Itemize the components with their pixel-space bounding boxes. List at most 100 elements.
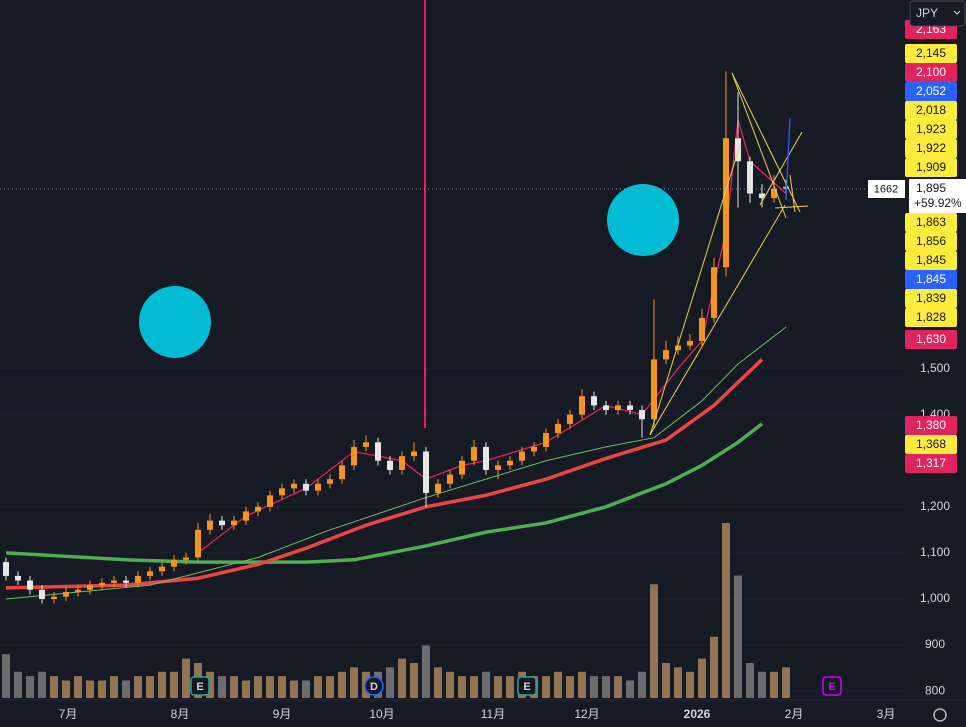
circle-drawing[interactable] <box>139 286 211 358</box>
volume-bar <box>422 645 430 698</box>
candle-body <box>123 580 129 583</box>
volume-bar <box>122 680 130 698</box>
candle-body <box>63 592 69 597</box>
trendline[interactable] <box>774 205 809 209</box>
candle-body <box>75 589 81 593</box>
candle-body <box>207 520 213 530</box>
volume-bar <box>62 680 70 698</box>
settings-icon[interactable] <box>933 708 947 722</box>
volume-bar <box>638 671 646 698</box>
price-badge-label: 2,018 <box>916 103 946 117</box>
volume-bar <box>650 584 658 698</box>
volume-bar <box>158 671 166 698</box>
volume-bar <box>494 676 502 698</box>
candle-body <box>591 396 597 406</box>
price-badge <box>905 251 957 270</box>
volume-bar <box>434 667 442 698</box>
x-tick-label: 8月 <box>171 707 190 721</box>
volume-bar <box>614 676 622 698</box>
volume-bar <box>86 680 94 698</box>
candle-body <box>327 479 333 484</box>
candle-body <box>51 596 57 599</box>
candle-body <box>675 345 681 351</box>
event-label: E <box>196 681 203 693</box>
volume-bar <box>782 667 790 698</box>
volume-bar <box>50 676 58 698</box>
candle-body <box>291 483 297 489</box>
trendline[interactable] <box>789 174 796 213</box>
trendline[interactable] <box>649 144 741 436</box>
x-tick-label: 12月 <box>574 707 599 721</box>
price-change: +59.92% <box>914 196 962 210</box>
candle-body <box>459 460 465 475</box>
price-badge-label: 1,317 <box>916 456 946 470</box>
candle-body <box>147 571 153 576</box>
volume-bar <box>470 676 478 698</box>
last-price: 1,895 <box>916 181 946 195</box>
volume-bar <box>302 680 310 698</box>
trendline[interactable] <box>785 117 791 201</box>
volume-bar <box>698 658 706 698</box>
volume-bar <box>290 680 298 698</box>
volume-bar <box>350 667 358 698</box>
circle-drawing[interactable] <box>607 184 679 256</box>
price-axis: 1,5001,4001,2001,1001,0009008002,1632,14… <box>905 20 966 697</box>
candle-body <box>231 520 237 526</box>
candle-body <box>495 465 501 470</box>
candle-body <box>435 483 441 493</box>
volume-bar <box>674 667 682 698</box>
candle-body <box>639 410 645 420</box>
y-tick-label: 800 <box>925 683 945 697</box>
volume-bar <box>230 676 238 698</box>
dropdown-icon[interactable] <box>953 10 961 15</box>
candle-body <box>735 138 741 162</box>
candle-body <box>447 474 453 484</box>
volume-bar <box>314 676 322 698</box>
event-label: E <box>828 681 835 693</box>
candle-body <box>87 585 93 590</box>
volume-bar <box>602 676 610 698</box>
volume-bar <box>398 658 406 698</box>
candle-body <box>519 451 525 461</box>
trendline[interactable] <box>731 72 787 219</box>
crosshair-label: 1662 <box>874 183 898 195</box>
moving-average <box>5 422 764 564</box>
currency[interactable]: JPY <box>916 6 938 20</box>
volume-bar <box>338 671 346 698</box>
volume-bar <box>242 680 250 698</box>
candle-body <box>219 520 225 526</box>
trendline[interactable] <box>759 131 803 206</box>
moving-average <box>5 326 787 600</box>
time-axis <box>0 700 966 727</box>
candle-body <box>543 433 549 447</box>
price-badge-label: 1,630 <box>916 332 946 346</box>
price-badge-label: 1,828 <box>916 310 946 324</box>
candle-body <box>711 267 717 318</box>
candles <box>3 71 789 604</box>
candle-body <box>267 495 273 507</box>
price-badge-label: 1,368 <box>916 437 946 451</box>
currency-button[interactable] <box>909 0 966 27</box>
candle-body <box>279 488 285 496</box>
candle-body <box>339 465 345 480</box>
volume-bar <box>506 676 514 698</box>
volume-bar <box>98 680 106 698</box>
volume-bar <box>542 676 550 698</box>
candle-body <box>3 562 9 576</box>
candle-body <box>771 188 777 199</box>
candle-body <box>171 559 177 567</box>
candle-body <box>603 405 609 411</box>
moving-average <box>5 358 764 590</box>
volume-bar <box>410 663 418 698</box>
candle-body <box>615 405 621 411</box>
price-badge-label: 1,839 <box>916 291 946 305</box>
x-tick-label: 7月 <box>59 707 78 721</box>
price-badge <box>905 44 957 63</box>
price-badge <box>905 330 957 349</box>
volume-bar <box>14 671 22 698</box>
trendline[interactable] <box>649 204 786 436</box>
volume-bar <box>770 671 778 698</box>
candle-body <box>363 442 369 447</box>
candle-body <box>567 414 573 424</box>
